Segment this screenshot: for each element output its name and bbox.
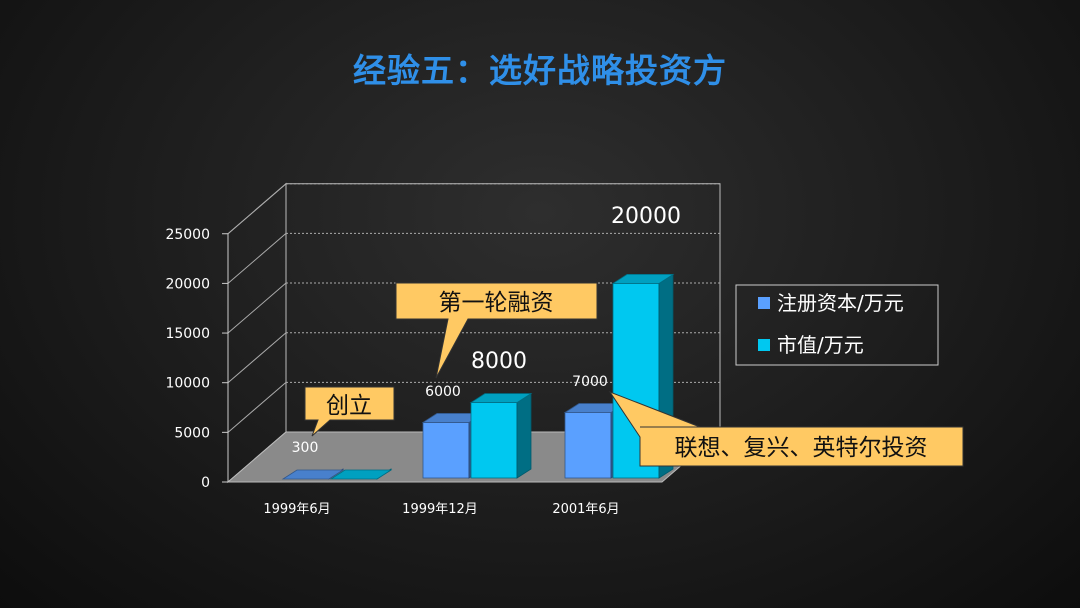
bar-2-market-top: [611, 273, 675, 284]
callout-investors-text: 联想、复兴、英特尔投资: [675, 435, 928, 461]
bar-0-market: [329, 468, 393, 480]
data-label-8000: 8000: [471, 349, 527, 374]
bar-1-market-side: [516, 392, 532, 479]
bar-1-market: [469, 392, 533, 479]
bar-2-registered-front: [564, 412, 612, 479]
y-axis: 0 5000 10000 15000 20000 25000: [165, 227, 229, 491]
y-tick-label: 15000: [165, 326, 210, 342]
data-label-20000: 20000: [611, 204, 681, 229]
y-tick-label: 0: [201, 475, 210, 491]
y-tick-label: 10000: [165, 376, 210, 392]
bar-1-registered-front: [422, 422, 470, 479]
callout-round1-shape: [395, 282, 598, 379]
x-tick-label: 1999年12月: [402, 502, 478, 517]
y-tick-label: 5000: [174, 425, 210, 441]
gridline-side: [227, 233, 287, 284]
gridline-side: [227, 332, 287, 384]
callout-founding-shape: [304, 386, 395, 437]
y-tick-label: 25000: [165, 227, 210, 243]
chart-bars: [281, 273, 675, 480]
bar-1-market-top: [469, 393, 533, 403]
data-labels: 300 6000 8000 7000 20000: [292, 204, 681, 456]
x-tick-label: 1999年6月: [263, 502, 330, 517]
x-tick-label: 2001年6月: [552, 502, 619, 517]
bar-0-market-top: [329, 469, 393, 480]
slide-title: 经验五：选好战略投资方: [353, 51, 727, 90]
legend-swatch: [758, 339, 770, 351]
callout-investors-shape: [608, 390, 964, 467]
legend-label: 市值/万元: [777, 333, 864, 357]
data-label-300: 300: [292, 440, 319, 456]
data-label-7000: 7000: [572, 374, 608, 390]
legend-swatch: [758, 297, 770, 309]
gridline-side: [227, 381, 287, 433]
bar-1-market-front: [470, 402, 518, 479]
callout-round1-text: 第一轮融资: [439, 290, 554, 316]
x-axis-labels: 1999年6月 1999年12月 2001年6月: [263, 502, 619, 517]
gridline-side: [227, 183, 287, 235]
y-tick-label: 20000: [165, 276, 210, 292]
callout-founding-text: 创立: [326, 393, 372, 419]
bar-0-registered-top: [281, 469, 345, 480]
data-label-6000: 6000: [425, 384, 461, 400]
bar-0-registered: [281, 468, 345, 480]
legend-label: 注册资本/万元: [777, 291, 904, 315]
side-wall: [227, 182, 287, 484]
legend-box: [735, 284, 939, 366]
gridline-side: [227, 282, 287, 334]
